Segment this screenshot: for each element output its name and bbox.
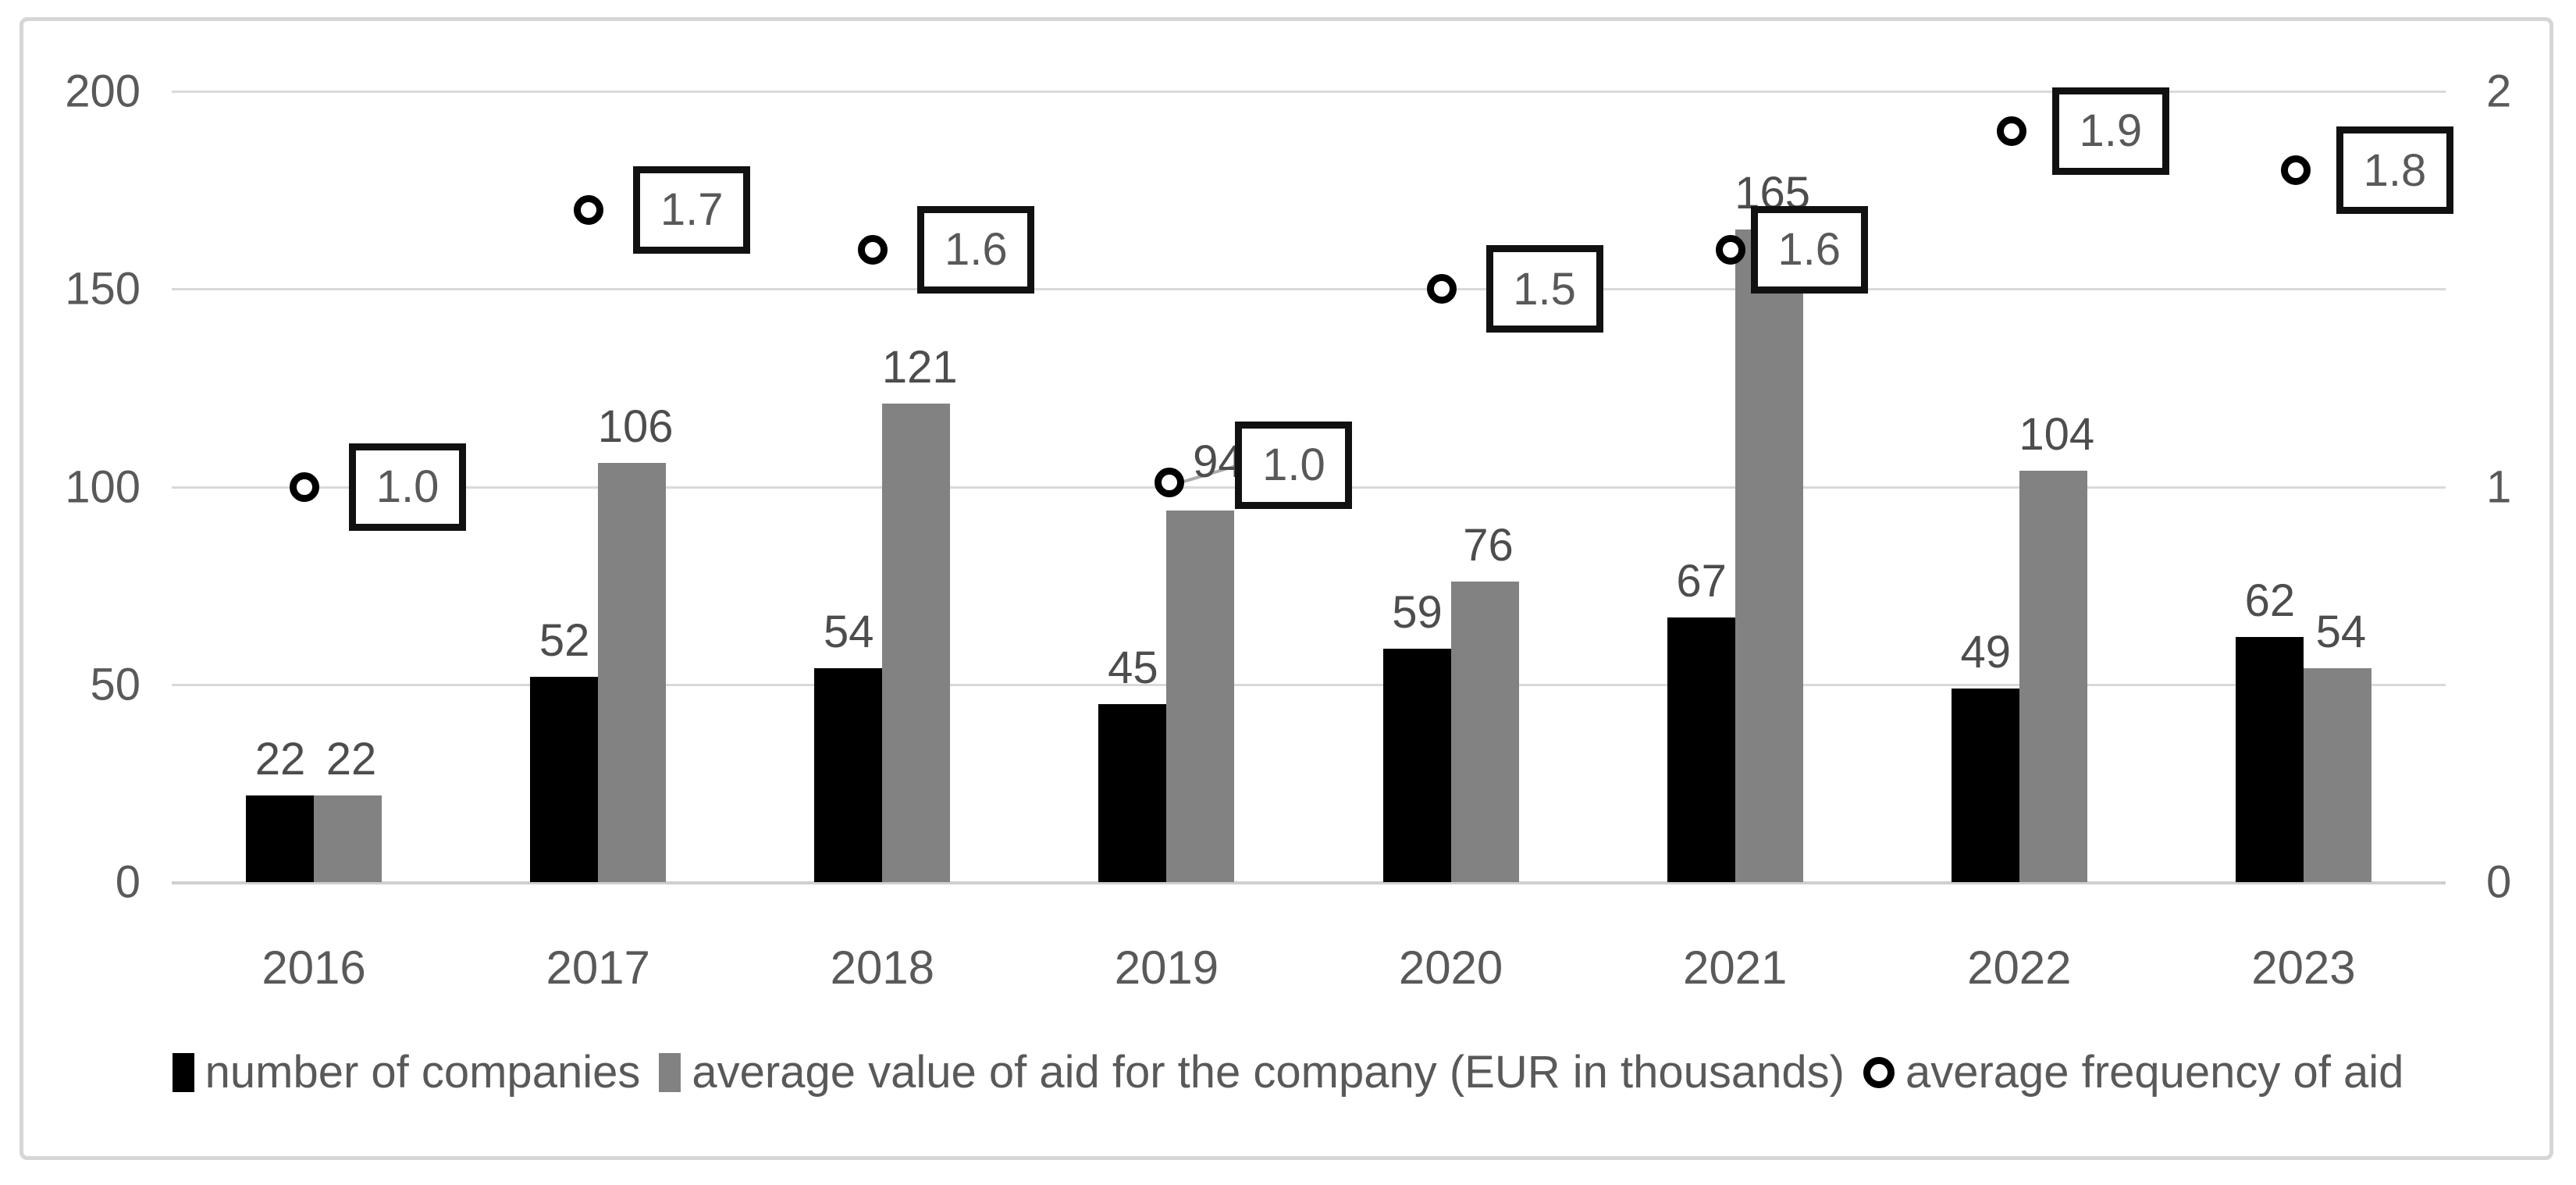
gridline-50 — [172, 683, 2446, 686]
frequency-marker-2019 — [1155, 467, 1185, 497]
left-axis-tick-200: 200 — [65, 66, 141, 117]
legend-item-companies: number of companies — [172, 1046, 641, 1098]
bar-number-of-companies-2022 — [1951, 688, 2019, 882]
frequency-marker-2020 — [1426, 274, 1457, 304]
bar-number-of-companies-2020 — [1382, 649, 1451, 882]
frequency-label-box-2021: 1.6 — [1750, 205, 1868, 294]
bar-average-aid-value-2017 — [598, 463, 667, 882]
gridline-150 — [172, 288, 2446, 291]
frequency-marker-2022 — [1996, 116, 2026, 146]
bar-average-aid-value-2019 — [1166, 510, 1235, 882]
bar-label-companies-2023: 62 — [2244, 575, 2296, 626]
legend-bar-swatch-icon — [172, 1052, 194, 1092]
bar-label-aid-value-2016: 22 — [326, 733, 377, 785]
bar-label-companies-2017: 52 — [539, 614, 590, 666]
bar-label-companies-2016: 22 — [254, 733, 306, 785]
legend-bar-swatch-icon — [659, 1052, 681, 1092]
frequency-label-box-2016: 1.0 — [349, 443, 467, 531]
bar-label-companies-2021: 67 — [1676, 555, 1727, 607]
right-axis-tick-0: 0 — [2486, 856, 2512, 908]
frequency-marker-2017 — [574, 194, 604, 225]
x-axis-label-2020: 2020 — [1398, 941, 1503, 994]
bar-number-of-companies-2018 — [814, 668, 883, 882]
bar-average-aid-value-2023 — [2303, 668, 2371, 882]
chart-frame — [20, 17, 2553, 1160]
x-axis-label-2023: 2023 — [2251, 941, 2356, 994]
left-axis-tick-50: 50 — [90, 659, 141, 710]
left-axis-tick-100: 100 — [65, 461, 141, 512]
right-axis-tick-1: 1 — [2486, 461, 2512, 512]
x-axis-label-2022: 2022 — [1967, 941, 2072, 994]
bar-number-of-companies-2016 — [246, 795, 315, 882]
legend-open-circle-icon — [1863, 1056, 1895, 1088]
legend-item-aid-value: average value of aid for the company (EU… — [659, 1046, 1845, 1098]
x-axis-label-2021: 2021 — [1682, 941, 1788, 994]
bar-label-companies-2022: 49 — [1960, 626, 2012, 678]
bar-average-aid-value-2016 — [314, 795, 382, 882]
bar-average-aid-value-2021 — [1735, 230, 1803, 882]
bar-label-companies-2019: 45 — [1108, 642, 1158, 694]
left-axis-tick-150: 150 — [65, 263, 141, 315]
legend: number of companies average value of aid … — [0, 1046, 2576, 1098]
legend-item-label: average value of aid for the company (EU… — [692, 1047, 1845, 1098]
bar-label-companies-2018: 54 — [824, 607, 874, 658]
right-axis-tick-2: 2 — [2486, 66, 2512, 117]
bar-label-aid-value-2023: 54 — [2315, 607, 2367, 658]
x-axis-label-2018: 2018 — [830, 941, 935, 994]
bar-label-aid-value-2022: 104 — [2019, 409, 2095, 461]
x-axis-label-2019: 2019 — [1114, 941, 1219, 994]
x-axis-label-2017: 2017 — [546, 941, 650, 994]
legend-item-label: number of companies — [205, 1047, 641, 1098]
frequency-label-box-2017: 1.7 — [633, 165, 751, 254]
x-axis-label-2016: 2016 — [262, 941, 366, 994]
bar-average-aid-value-2022 — [2019, 471, 2087, 882]
bar-number-of-companies-2023 — [2235, 636, 2304, 882]
bar-number-of-companies-2021 — [1667, 617, 1735, 882]
gridline-200 — [172, 91, 2446, 93]
legend-item-label: average frequency of aid — [1905, 1047, 2404, 1098]
bar-number-of-companies-2019 — [1098, 704, 1167, 882]
frequency-label-box-2019: 1.0 — [1235, 421, 1353, 509]
bar-label-companies-2020: 59 — [1392, 587, 1443, 639]
left-axis-tick-0: 0 — [115, 856, 141, 908]
frequency-marker-2016 — [290, 472, 320, 502]
bar-label-aid-value-2017: 106 — [597, 401, 674, 453]
bar-average-aid-value-2020 — [1450, 582, 1519, 882]
frequency-label-box-2020: 1.5 — [1485, 245, 1603, 333]
bar-label-aid-value-2018: 121 — [881, 342, 958, 393]
bar-average-aid-value-2018 — [882, 404, 951, 882]
frequency-label-box-2022: 1.9 — [2051, 87, 2169, 175]
gridline-0 — [172, 881, 2446, 884]
bar-label-aid-value-2020: 76 — [1463, 520, 1514, 571]
legend-item-frequency: average frequency of aid — [1863, 1046, 2403, 1098]
frequency-label-box-2018: 1.6 — [917, 205, 1035, 294]
bar-label-aid-value-2019: 94 — [1193, 436, 1244, 487]
frequency-marker-2021 — [1715, 234, 1745, 265]
frequency-marker-2023 — [2280, 155, 2311, 186]
frequency-marker-2018 — [858, 234, 888, 265]
frequency-label-box-2023: 1.8 — [2336, 126, 2453, 215]
bar-number-of-companies-2017 — [530, 676, 599, 882]
